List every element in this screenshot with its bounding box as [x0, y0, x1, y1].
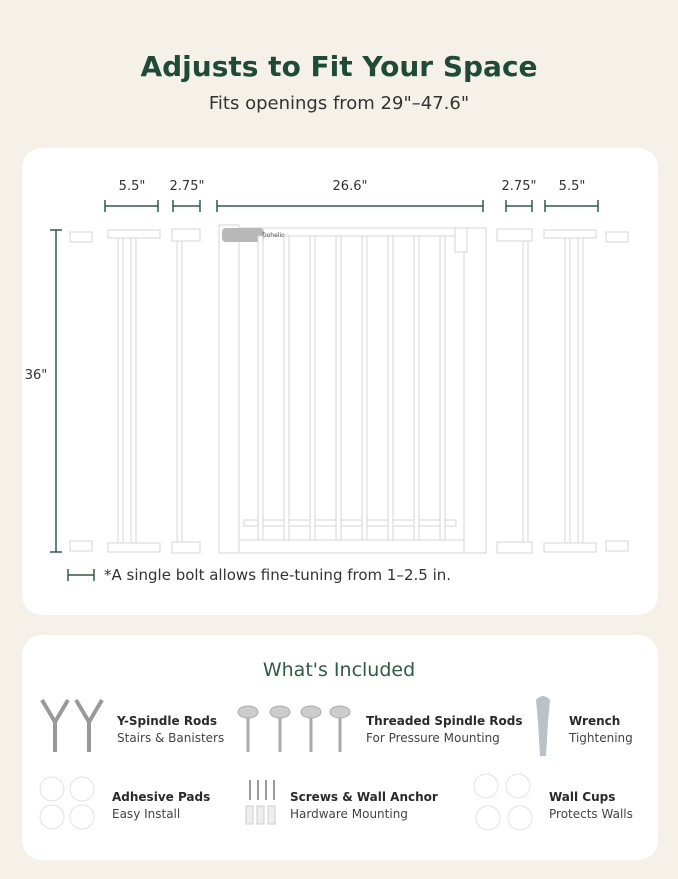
item-name: Threaded Spindle Rods: [366, 714, 523, 728]
item-name: Adhesive Pads: [112, 790, 210, 804]
gate-bar: [439, 235, 446, 541]
item-name: Y-Spindle Rods: [116, 714, 217, 728]
note: *A single bolt allows fine-tuning from 1…: [104, 566, 451, 584]
item-name: Wall Cups: [549, 790, 615, 804]
height-label: 36": [25, 368, 48, 383]
width-label: 26.6": [333, 179, 368, 194]
width-label: 2.75": [502, 179, 537, 194]
icons: [39, 696, 550, 831]
gate-bars: [257, 235, 446, 541]
gate-bar: [413, 235, 420, 541]
gate-bar: [335, 235, 342, 541]
dimension-lines: [50, 200, 599, 581]
item-desc: Easy Install: [112, 807, 180, 821]
item-desc: Tightening: [568, 731, 633, 745]
gate-bar: [257, 235, 264, 541]
item-name: Screws & Wall Anchor: [290, 790, 438, 804]
included-items: Y-Spindle Rods Stairs & Banisters Threaded…: [112, 714, 633, 821]
gate-bar: [361, 235, 368, 541]
width-label: 5.5": [119, 179, 146, 194]
included-title: What's Included: [263, 659, 415, 681]
subtitle: Fits openings from 29"–47.6": [209, 93, 469, 114]
gate-bar: [283, 235, 290, 541]
width-label: 5.5": [559, 179, 586, 194]
brand: Dohelio: [262, 232, 285, 239]
gate-bar: [309, 235, 316, 541]
item-desc: Protects Walls: [549, 807, 633, 821]
title: Adjusts to Fit Your Space: [140, 50, 537, 83]
width-label: 2.75": [170, 179, 205, 194]
gate-illustration: Dohelio: [69, 224, 629, 554]
item-name: Wrench: [569, 714, 620, 728]
item-desc: Hardware Mounting: [290, 807, 408, 821]
gate-bar: [387, 235, 394, 541]
item-desc: For Pressure Mounting: [366, 731, 500, 745]
item-desc: Stairs & Banisters: [117, 731, 224, 745]
